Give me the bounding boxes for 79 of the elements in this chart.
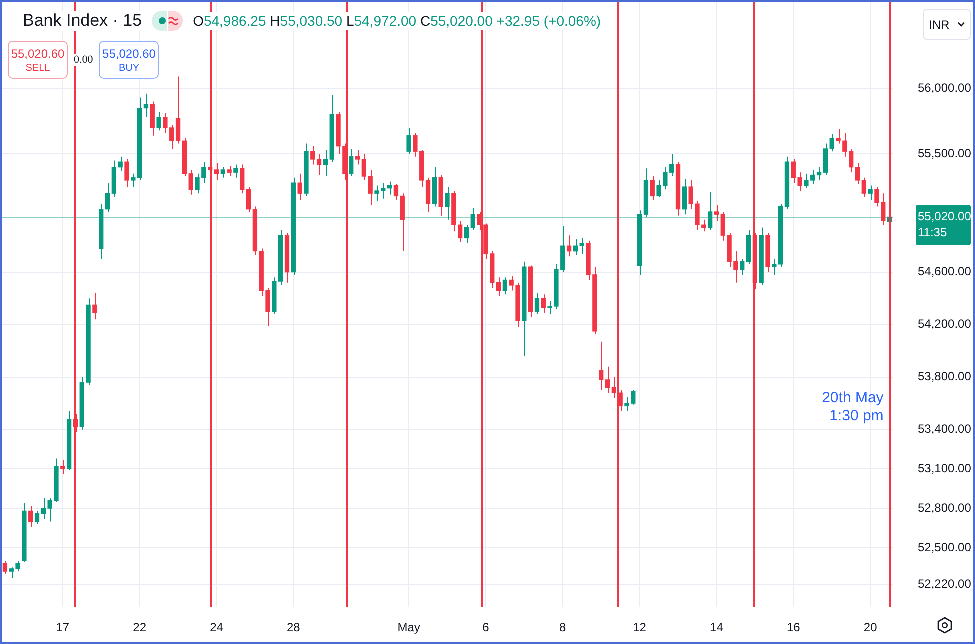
- text: Bank Index · 15: [23, 11, 142, 31]
- candlestick: [580, 238, 584, 254]
- candlestick: [28, 505, 34, 528]
- annotation: 0.00: [73, 54, 94, 66]
- candlestick: [650, 176, 655, 201]
- y-tick-label: 53,400.00: [918, 422, 972, 436]
- candlestick: [176, 76, 181, 144]
- x-tick-label: 28: [286, 620, 301, 635]
- candlestick: [445, 186, 450, 220]
- y-tick-label: 54,600.00: [918, 264, 972, 279]
- candlestick: [188, 169, 194, 196]
- candlestick: [240, 164, 245, 194]
- candlestick: [855, 162, 860, 185]
- candlestick: [862, 177, 866, 198]
- candlestick: [124, 158, 130, 188]
- candlestick: [349, 148, 354, 178]
- candlestick: [118, 156, 123, 172]
- candlestick: [830, 134, 834, 152]
- candlestick: [772, 258, 777, 276]
- candlestick: [323, 150, 328, 178]
- price-button: 55,020.60 SELL: [8, 41, 68, 79]
- candlestick: [740, 258, 745, 276]
- candlestick: [406, 127, 412, 155]
- candlestick: [534, 292, 540, 315]
- y-tick-label: 53,800.00: [918, 370, 972, 384]
- candlestick: [246, 186, 252, 212]
- x-tick-label: 20: [864, 620, 878, 635]
- y-axis-title: INR: [929, 18, 950, 32]
- candlestick: [227, 166, 232, 178]
- candlestick: [566, 235, 572, 258]
- candlestick: [464, 224, 470, 244]
- y-tick-label: 53,100.00: [918, 462, 972, 476]
- x-tick-label: 16: [786, 620, 801, 635]
- y-tick-label: 55,500.00: [918, 146, 972, 161]
- candlestick: [394, 184, 399, 201]
- price-button: 55,020.60 BUY: [99, 41, 160, 79]
- x-tick-label: May: [398, 620, 420, 635]
- candlestick: [144, 93, 149, 118]
- candlestick: [2, 560, 8, 575]
- x-tick-label: 8: [560, 620, 567, 635]
- x-tick-label: 12: [633, 620, 647, 635]
- annotation: 20th May 1:30 pm: [822, 389, 884, 424]
- candlestick: [298, 173, 302, 201]
- x-tick-label: 22: [133, 620, 147, 635]
- x-tick-label: 14: [710, 620, 724, 635]
- candlestick: [470, 208, 476, 231]
- x-tick-label: 24: [210, 620, 224, 635]
- candlestick: [214, 162, 220, 181]
- candlestick: [496, 277, 502, 296]
- ref-line-label: 55,020.00 11:35: [918, 210, 972, 240]
- candlestick: [310, 146, 316, 166]
- y-tick-label: 52,220.00: [918, 577, 972, 591]
- y-tick-label: 52,500.00: [918, 540, 972, 554]
- candlestick: [316, 154, 322, 176]
- candlestick: [458, 220, 463, 243]
- candlestick: [714, 204, 720, 222]
- candlestick: [605, 366, 610, 394]
- candlestick: [541, 294, 546, 314]
- y-tick-label: 52,800.00: [918, 500, 972, 515]
- candlestick: [131, 173, 136, 188]
- candlestick: [355, 150, 360, 166]
- text: O54,986.25 H55,030.50 L54,972.00 C55,020.00 +32.95 (+0.06%): [193, 13, 602, 29]
- candlestick: [34, 510, 40, 525]
- x-tick-label: 17: [56, 620, 70, 635]
- candlestick: [156, 112, 162, 132]
- candlestick: [92, 292, 98, 320]
- candlestick: [599, 341, 604, 391]
- candlestick: [502, 277, 508, 296]
- candlestick: [708, 192, 713, 231]
- y-tick-label: 56,000.00: [918, 80, 972, 95]
- y-tick-label: 54,200.00: [918, 317, 972, 332]
- candlestick: [868, 185, 873, 201]
- candlestick: [105, 182, 110, 212]
- candlestick: [682, 178, 688, 216]
- candlestick: [60, 460, 66, 475]
- candlestick: [220, 166, 226, 178]
- candlestick: [573, 239, 578, 256]
- candlestick: [234, 164, 238, 178]
- x-tick-label: 6: [482, 620, 490, 635]
